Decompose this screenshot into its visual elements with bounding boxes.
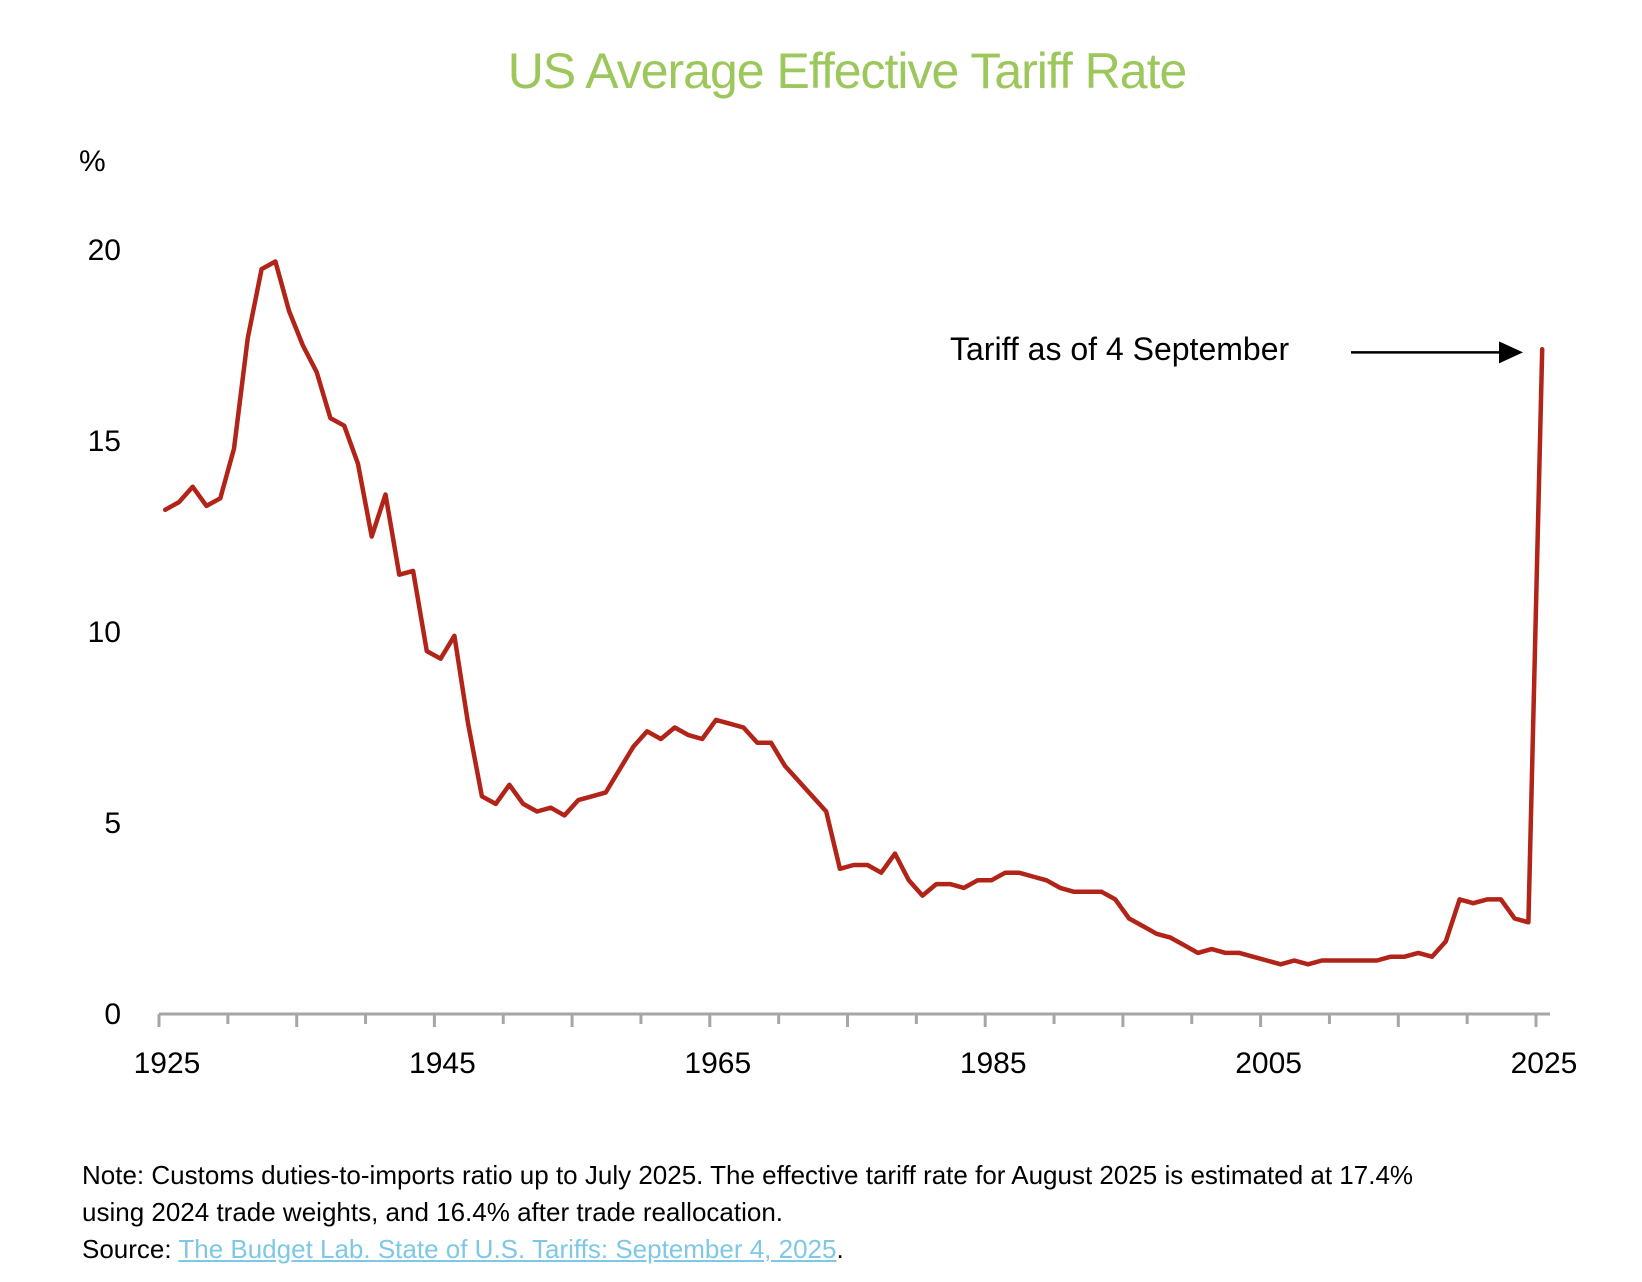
annotation-arrowhead <box>1499 341 1523 364</box>
chart-note: Note: Customs duties-to-imports ratio up… <box>82 1157 1413 1268</box>
y-tick-label: 10 <box>88 616 121 649</box>
annotation-arrow-group <box>1351 341 1523 364</box>
source-line: Source: The Budget Lab. State of U.S. Ta… <box>82 1231 1413 1268</box>
note-line-1: Note: Customs duties-to-imports ratio up… <box>82 1160 1414 1190</box>
series-group <box>162 259 1545 967</box>
source-link[interactable]: The Budget Lab. State of U.S. Tariffs: S… <box>178 1234 837 1264</box>
x-axis <box>157 1012 1550 1027</box>
x-tick-label: 1985 <box>960 1047 1027 1080</box>
y-axis-unit-label: % <box>79 145 106 178</box>
y-tick-label: 5 <box>104 807 121 840</box>
source-label: Source: <box>82 1234 179 1264</box>
y-tick-label: 15 <box>88 425 121 458</box>
note-line-2: using 2024 trade weights, and 16.4% afte… <box>82 1197 784 1227</box>
x-axis-labels: 1925 1945 1965 1985 2005 2025 <box>134 1047 1578 1080</box>
x-tick-label: 1945 <box>409 1047 476 1080</box>
y-axis-labels: 0 5 10 15 20 <box>88 234 121 1031</box>
annotation-label: Tariff as of 4 September <box>950 331 1290 367</box>
x-tick-label: 2005 <box>1235 1047 1302 1080</box>
y-tick-label: 20 <box>88 234 121 267</box>
x-tick-label: 2025 <box>1511 1047 1578 1080</box>
source-suffix: . <box>836 1234 844 1264</box>
y-tick-label: 0 <box>104 998 121 1031</box>
x-tick-label: 1965 <box>684 1047 751 1080</box>
series-line <box>162 259 1545 967</box>
x-tick-label: 1925 <box>134 1047 201 1080</box>
chart-title: US Average Effective Tariff Rate <box>507 43 1188 99</box>
